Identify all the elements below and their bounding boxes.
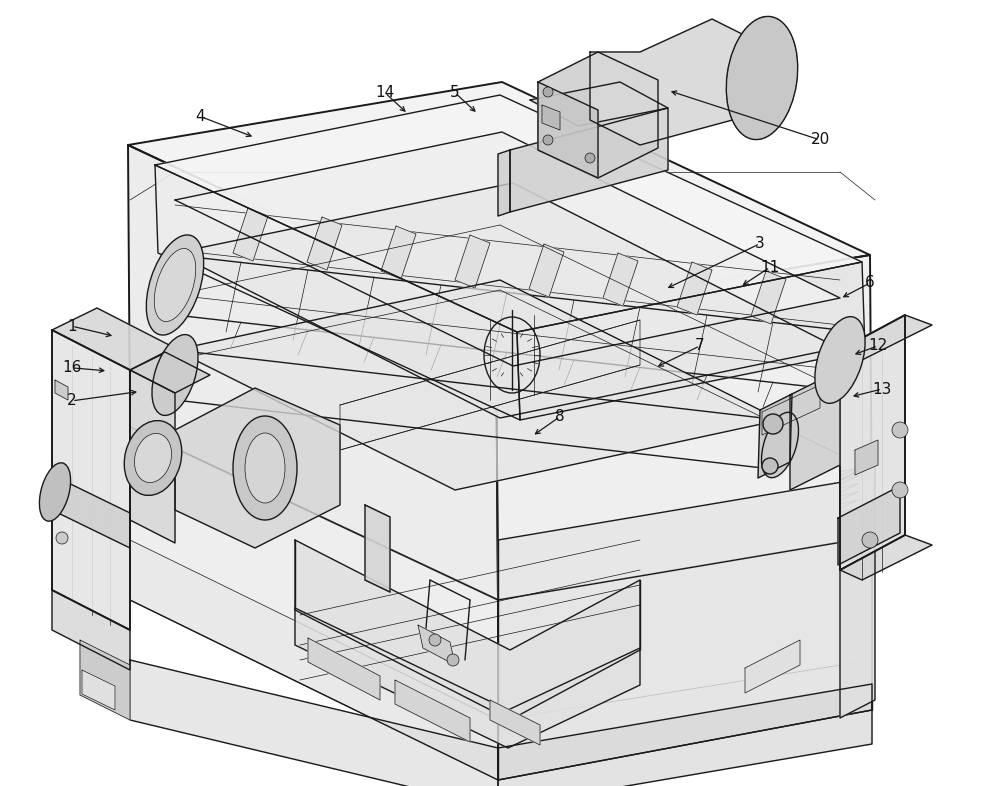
Polygon shape xyxy=(542,105,560,130)
Circle shape xyxy=(762,458,778,474)
Polygon shape xyxy=(530,82,668,126)
Polygon shape xyxy=(130,352,210,393)
Circle shape xyxy=(429,634,441,646)
Polygon shape xyxy=(155,95,862,332)
Polygon shape xyxy=(82,670,115,710)
Polygon shape xyxy=(52,308,175,370)
Text: 6: 6 xyxy=(865,275,875,291)
Circle shape xyxy=(447,654,459,666)
Polygon shape xyxy=(855,440,878,475)
Polygon shape xyxy=(395,680,470,742)
Polygon shape xyxy=(498,684,872,786)
Polygon shape xyxy=(758,394,792,478)
Polygon shape xyxy=(130,660,498,786)
Text: 11: 11 xyxy=(760,259,780,275)
Circle shape xyxy=(892,422,908,438)
Text: 1: 1 xyxy=(67,318,77,334)
Polygon shape xyxy=(130,370,175,543)
Polygon shape xyxy=(840,462,875,718)
Circle shape xyxy=(862,532,878,548)
Polygon shape xyxy=(498,150,510,216)
Polygon shape xyxy=(295,608,640,748)
Polygon shape xyxy=(418,625,455,665)
Polygon shape xyxy=(840,315,905,570)
Ellipse shape xyxy=(39,463,71,521)
Circle shape xyxy=(543,87,553,97)
Text: 8: 8 xyxy=(555,409,565,424)
Text: 16: 16 xyxy=(62,360,82,376)
Polygon shape xyxy=(677,262,712,315)
Polygon shape xyxy=(233,208,268,261)
Ellipse shape xyxy=(245,433,285,503)
Polygon shape xyxy=(840,315,932,360)
Polygon shape xyxy=(838,486,900,565)
Polygon shape xyxy=(538,52,658,178)
Polygon shape xyxy=(603,253,638,306)
Polygon shape xyxy=(510,108,668,212)
Polygon shape xyxy=(490,700,540,745)
Polygon shape xyxy=(498,660,872,780)
Polygon shape xyxy=(840,535,932,580)
Polygon shape xyxy=(381,226,416,279)
Ellipse shape xyxy=(124,421,182,495)
Polygon shape xyxy=(340,320,640,450)
Polygon shape xyxy=(55,465,68,490)
Text: 5: 5 xyxy=(450,85,460,101)
Polygon shape xyxy=(175,388,340,548)
Polygon shape xyxy=(55,380,68,400)
Polygon shape xyxy=(155,165,520,420)
Text: 13: 13 xyxy=(872,381,892,397)
Polygon shape xyxy=(175,280,780,490)
Polygon shape xyxy=(128,82,870,318)
Ellipse shape xyxy=(762,413,798,478)
Text: 4: 4 xyxy=(195,108,205,124)
Ellipse shape xyxy=(134,433,172,483)
Circle shape xyxy=(56,532,68,544)
Polygon shape xyxy=(496,255,872,600)
Text: 3: 3 xyxy=(755,236,765,252)
Ellipse shape xyxy=(815,317,865,403)
Polygon shape xyxy=(790,370,840,490)
Polygon shape xyxy=(130,540,498,780)
Polygon shape xyxy=(762,385,820,435)
Polygon shape xyxy=(538,82,598,178)
Circle shape xyxy=(892,482,908,498)
Polygon shape xyxy=(365,505,390,592)
Polygon shape xyxy=(175,132,840,366)
Ellipse shape xyxy=(152,335,198,416)
Polygon shape xyxy=(128,145,498,600)
Polygon shape xyxy=(455,235,490,288)
Polygon shape xyxy=(308,638,380,700)
Text: 7: 7 xyxy=(695,338,705,354)
Polygon shape xyxy=(751,271,786,324)
Polygon shape xyxy=(130,427,498,780)
Text: 12: 12 xyxy=(868,338,888,354)
Polygon shape xyxy=(745,640,800,693)
Text: 14: 14 xyxy=(375,85,395,101)
Polygon shape xyxy=(295,540,640,720)
Circle shape xyxy=(543,135,553,145)
Polygon shape xyxy=(307,217,342,270)
Polygon shape xyxy=(498,477,872,780)
Polygon shape xyxy=(80,640,130,720)
Polygon shape xyxy=(498,537,872,780)
Polygon shape xyxy=(52,590,130,670)
Ellipse shape xyxy=(233,416,297,520)
Polygon shape xyxy=(52,330,130,630)
Ellipse shape xyxy=(726,17,798,140)
Polygon shape xyxy=(529,244,564,297)
Polygon shape xyxy=(52,475,130,548)
Ellipse shape xyxy=(154,248,196,321)
Polygon shape xyxy=(590,19,762,145)
Circle shape xyxy=(763,414,783,434)
Circle shape xyxy=(585,153,595,163)
Polygon shape xyxy=(517,262,865,420)
Text: 20: 20 xyxy=(810,132,830,148)
Ellipse shape xyxy=(146,235,204,335)
Text: 2: 2 xyxy=(67,393,77,409)
Polygon shape xyxy=(175,183,838,418)
